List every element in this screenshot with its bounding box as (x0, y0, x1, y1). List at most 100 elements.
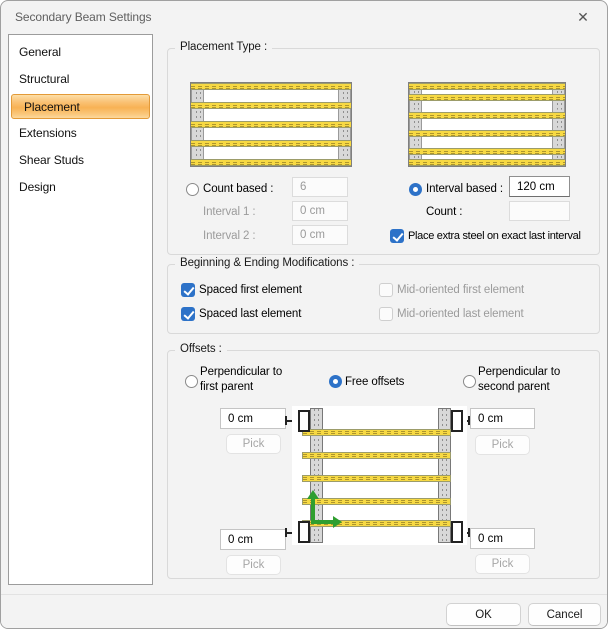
secondary-beam (302, 475, 451, 482)
beam-row (409, 101, 565, 112)
beam-end-cap (409, 101, 422, 112)
pick-top-left-button[interactable]: Pick (226, 434, 281, 454)
sidebar-item-extensions[interactable]: Extensions (19, 126, 77, 140)
beam-end-cap (409, 155, 422, 159)
axis-y-arrowhead-icon (307, 490, 319, 499)
beam-bar (191, 83, 351, 90)
secondary-beam (302, 452, 451, 459)
beam-row (191, 147, 351, 159)
modifications-group: Beginning & Ending Modifications : Space… (167, 257, 600, 334)
perpendicular-second-line1: Perpendicular to (478, 366, 561, 378)
axis-y-arrow (311, 498, 315, 524)
beam-end-cap (338, 109, 351, 121)
interval-based-radio[interactable] (409, 183, 422, 196)
beam-end-cap (191, 147, 204, 159)
perpendicular-first-line2: first parent (200, 381, 254, 393)
beam-end-cap (191, 128, 204, 140)
beam-row (191, 90, 351, 102)
ok-button[interactable]: OK (446, 603, 521, 626)
beam-bar (191, 159, 351, 166)
beam-end-cap (409, 137, 422, 148)
extra-steel-label: Place extra steel on exact last interval (408, 230, 581, 242)
mid-oriented-last-checkbox[interactable] (379, 307, 393, 321)
perpendicular-second-radio[interactable] (463, 375, 476, 388)
spaced-first-checkbox[interactable] (181, 283, 195, 297)
pick-bottom-left-button[interactable]: Pick (226, 555, 281, 575)
beam-end-cap (191, 109, 204, 121)
perpendicular-first-radio[interactable] (185, 375, 198, 388)
beam-bar (191, 140, 351, 147)
extra-steel-checkbox[interactable] (390, 229, 404, 243)
cancel-button[interactable]: Cancel (528, 603, 601, 626)
offset-top-left-input[interactable] (220, 408, 286, 429)
interval-based-diagram (408, 82, 566, 167)
close-icon[interactable]: ✕ (577, 9, 589, 25)
axis-x-arrow (311, 520, 333, 524)
spaced-last-checkbox[interactable] (181, 307, 195, 321)
offsets-group: Offsets : Perpendicular to first parent … (167, 343, 600, 579)
perpendicular-second-label: Perpendicular to second parent (478, 365, 560, 395)
offset-bottom-left-input[interactable] (220, 529, 286, 550)
count-based-diagram (190, 82, 352, 167)
offsets-diagram (292, 406, 467, 545)
sidebar-item-structural[interactable]: Structural (19, 72, 70, 86)
beam-bar (409, 159, 565, 166)
beam-end-cap (338, 90, 351, 102)
mid-oriented-first-checkbox[interactable] (379, 283, 393, 297)
sidebar-item-shear-studs[interactable]: Shear Studs (19, 153, 84, 167)
interval2-label: Interval 2 : (203, 230, 256, 242)
beam-end-cap (552, 137, 565, 148)
axis-x-arrowhead-icon (333, 516, 342, 528)
modifications-group-label: Beginning & Ending Modifications : (175, 257, 360, 269)
interval1-input[interactable] (292, 201, 348, 221)
count-based-input[interactable] (292, 177, 348, 197)
offset-top-right-input[interactable] (470, 408, 535, 429)
beam-row (191, 128, 351, 140)
beam-end-cap (338, 128, 351, 140)
offsets-group-label: Offsets : (175, 343, 227, 355)
interval1-label: Interval 1 : (203, 206, 256, 218)
mid-oriented-first-label: Mid-oriented first element (397, 284, 525, 296)
free-offsets-radio[interactable] (329, 375, 342, 388)
beam-bar (409, 148, 565, 155)
count-input[interactable] (509, 201, 570, 221)
titlebar: Secondary Beam Settings ✕ (1, 1, 607, 33)
sidebar-item-placement[interactable]: Placement (11, 94, 150, 119)
beam-row (409, 155, 565, 159)
window-title: Secondary Beam Settings (15, 10, 152, 24)
end-plate-top-left (298, 410, 310, 432)
secondary-beam (302, 498, 451, 505)
sidebar-item-design[interactable]: Design (19, 180, 56, 194)
beam-end-cap (191, 90, 204, 102)
beam-bar (191, 102, 351, 109)
beam-row (191, 109, 351, 121)
interval-based-label: Interval based : (426, 183, 504, 195)
beam-bar (191, 121, 351, 128)
sidebar-nav: General Structural Placement Extensions … (8, 34, 153, 585)
beam-bar (409, 112, 565, 119)
interval2-input[interactable] (292, 225, 348, 245)
free-offsets-label: Free offsets (345, 376, 405, 388)
placement-type-group: Placement Type : (167, 41, 600, 255)
beam-end-cap (338, 147, 351, 159)
perpendicular-first-label: Perpendicular to first parent (200, 365, 282, 395)
secondary-beam (302, 429, 451, 436)
beam-row (409, 137, 565, 148)
interval-based-input[interactable] (509, 176, 570, 197)
count-based-radio[interactable] (186, 183, 199, 196)
beam-end-cap (552, 155, 565, 159)
beam-bar (409, 94, 565, 101)
pick-top-right-button[interactable]: Pick (475, 435, 530, 455)
beam-row (409, 90, 565, 94)
beam-end-cap (552, 90, 565, 94)
spaced-last-label: Spaced last element (199, 308, 302, 320)
perpendicular-second-line2: second parent (478, 381, 550, 393)
end-plate-bottom-left (298, 521, 310, 543)
end-plate-top-right (451, 410, 463, 432)
perpendicular-first-line1: Perpendicular to (200, 366, 283, 378)
offset-bottom-right-input[interactable] (470, 528, 535, 549)
pick-bottom-right-button[interactable]: Pick (475, 554, 530, 574)
sidebar-item-general[interactable]: General (19, 45, 61, 59)
spaced-first-label: Spaced first element (199, 284, 302, 296)
